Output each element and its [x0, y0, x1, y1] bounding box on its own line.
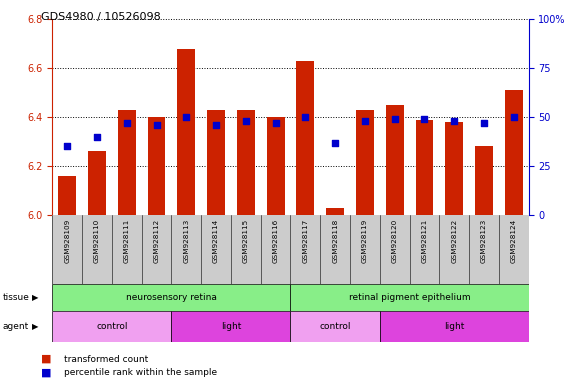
Text: agent: agent — [3, 322, 29, 331]
Bar — [118, 110, 135, 215]
Text: GSM928123: GSM928123 — [481, 218, 487, 263]
Bar — [475, 147, 493, 215]
Point — [331, 139, 340, 146]
Text: GSM928117: GSM928117 — [302, 218, 309, 263]
Text: GDS4980 / 10526098: GDS4980 / 10526098 — [41, 12, 160, 22]
Point — [301, 114, 310, 120]
Bar — [386, 105, 404, 215]
Bar — [148, 117, 166, 215]
Text: control: control — [320, 322, 351, 331]
Bar — [445, 122, 463, 215]
Bar — [415, 119, 433, 215]
Text: light: light — [221, 322, 241, 331]
Point — [390, 116, 399, 122]
Point — [509, 114, 518, 120]
Text: GSM928124: GSM928124 — [511, 218, 517, 263]
Text: tissue: tissue — [3, 293, 30, 302]
Text: neurosensory retina: neurosensory retina — [126, 293, 217, 302]
Point — [211, 122, 221, 128]
Point — [479, 120, 489, 126]
Bar — [326, 208, 344, 215]
Bar — [58, 176, 76, 215]
Bar — [52, 284, 290, 311]
Point — [360, 118, 370, 124]
Bar — [296, 61, 314, 215]
Point — [271, 120, 280, 126]
Bar — [207, 110, 225, 215]
Text: ■: ■ — [41, 367, 51, 377]
Bar — [171, 311, 290, 342]
Bar — [267, 117, 285, 215]
Point — [182, 114, 191, 120]
Text: retinal pigment epithelium: retinal pigment epithelium — [349, 293, 471, 302]
Bar — [290, 311, 380, 342]
Point — [63, 144, 72, 150]
Text: light: light — [444, 322, 464, 331]
Point — [420, 116, 429, 122]
Text: GSM928119: GSM928119 — [362, 218, 368, 263]
Point — [152, 122, 161, 128]
Text: transformed count: transformed count — [64, 354, 148, 364]
Text: ■: ■ — [41, 354, 51, 364]
Text: control: control — [96, 322, 128, 331]
Text: GSM928109: GSM928109 — [64, 218, 70, 263]
Bar — [505, 90, 523, 215]
Text: GSM928113: GSM928113 — [183, 218, 189, 263]
Text: GSM928114: GSM928114 — [213, 218, 219, 263]
Text: GSM928110: GSM928110 — [94, 218, 100, 263]
Point — [241, 118, 250, 124]
Text: GSM928116: GSM928116 — [272, 218, 279, 263]
Bar — [52, 311, 171, 342]
Text: GSM928112: GSM928112 — [153, 218, 160, 263]
Point — [122, 120, 131, 126]
Text: GSM928115: GSM928115 — [243, 218, 249, 263]
Bar — [290, 284, 529, 311]
Point — [450, 118, 459, 124]
Text: ▶: ▶ — [32, 322, 38, 331]
Text: ▶: ▶ — [32, 293, 38, 302]
Bar — [237, 110, 254, 215]
Bar — [356, 110, 374, 215]
Bar — [177, 49, 195, 215]
Text: percentile rank within the sample: percentile rank within the sample — [64, 368, 217, 377]
Text: GSM928121: GSM928121 — [421, 218, 428, 263]
Bar — [380, 311, 529, 342]
Text: GSM928118: GSM928118 — [332, 218, 338, 263]
Point — [92, 134, 102, 140]
Text: GSM928120: GSM928120 — [392, 218, 398, 263]
Text: GSM928111: GSM928111 — [124, 218, 130, 263]
Bar — [88, 151, 106, 215]
Text: GSM928122: GSM928122 — [451, 218, 457, 263]
